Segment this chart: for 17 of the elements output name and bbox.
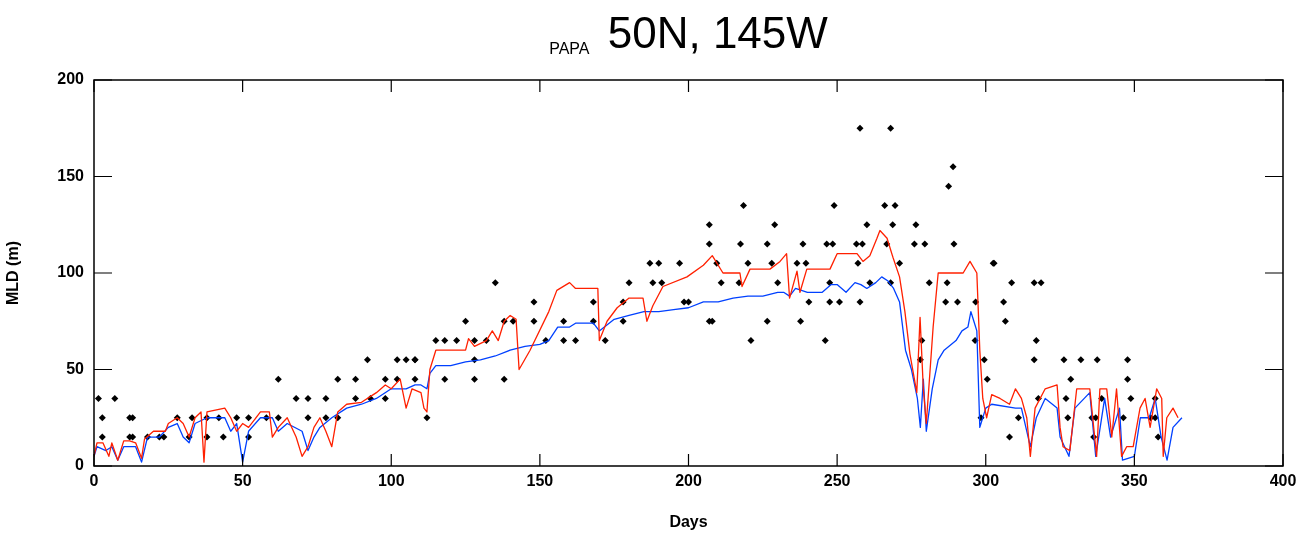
- x-axis-title: Days: [669, 512, 708, 530]
- x-tick-label: 0: [89, 472, 99, 490]
- y-axis-title: MLD (m): [4, 241, 22, 305]
- x-tick-label: 350: [1121, 472, 1148, 490]
- y-tick-label: 0: [75, 456, 85, 474]
- y-tick-label: 50: [66, 359, 85, 377]
- x-tick-label: 400: [1269, 472, 1297, 490]
- x-tick-label: 50: [233, 472, 252, 490]
- x-tick-label: 300: [972, 472, 1000, 490]
- x-tick-label: 150: [526, 472, 554, 490]
- x-tick-label: 100: [377, 472, 405, 490]
- x-tick-label: 200: [675, 472, 702, 490]
- y-tick-label: 150: [57, 166, 85, 184]
- x-tick-label: 250: [823, 472, 851, 490]
- chart-title: $_{PAPA}$ 50N, 145W: [548, 8, 829, 58]
- y-tick-label: 100: [57, 263, 85, 281]
- y-tick-label: 200: [57, 70, 85, 88]
